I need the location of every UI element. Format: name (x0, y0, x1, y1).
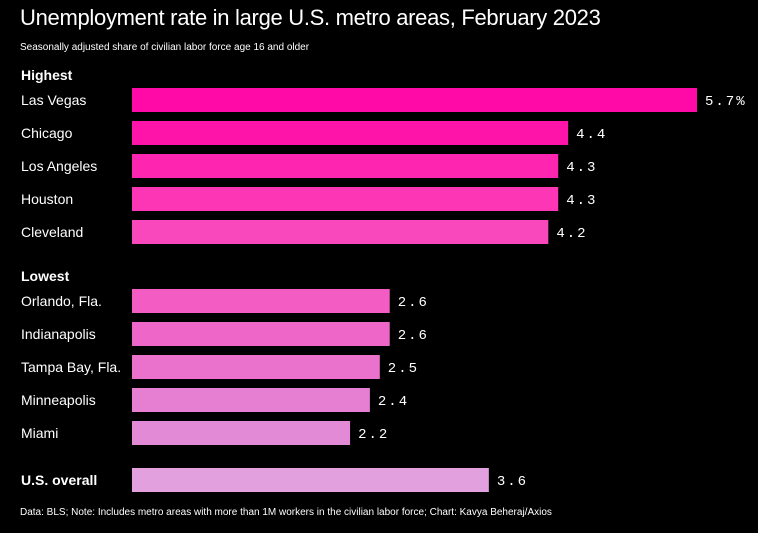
chart-title: Unemployment rate in large U.S. metro ar… (20, 5, 601, 30)
value-label-u-s-overall: 3.6 (497, 474, 528, 490)
category-label-u-s-overall: U.S. overall (21, 472, 97, 488)
category-label-tampa-bay-fla: Tampa Bay, Fla. (21, 359, 121, 375)
value-label-tampa-bay-fla: 2.5 (388, 361, 419, 377)
bar-chicago (132, 121, 569, 145)
group-label-lowest: Lowest (21, 268, 70, 284)
bar-houston (132, 187, 559, 211)
category-label-minneapolis: Minneapolis (21, 392, 96, 408)
group-label-highest: Highest (21, 67, 73, 83)
bar-u-s-overall (132, 468, 489, 492)
value-label-minneapolis: 2.4 (378, 394, 409, 410)
category-label-miami: Miami (21, 425, 58, 441)
bar-orlando-fla (132, 289, 390, 313)
bar-chart: Highest Las Vegas 5.7% Chicago 4.4 Los Angele… (21, 67, 747, 492)
category-label-las-vegas: Las Vegas (21, 92, 86, 108)
bar-los-angeles (132, 154, 559, 178)
value-label-los-angeles: 4.3 (566, 160, 597, 176)
chart-source-note: Data: BLS; Note: Includes metro areas wi… (20, 507, 552, 518)
category-label-indianapolis: Indianapolis (21, 326, 96, 342)
bar-cleveland (132, 220, 549, 244)
bar-minneapolis (132, 388, 370, 412)
value-label-cleveland: 4.2 (556, 226, 587, 242)
value-label-orlando-fla: 2.6 (398, 295, 429, 311)
bar-las-vegas (132, 88, 697, 112)
value-label-las-vegas: 5.7% (705, 94, 747, 110)
value-label-houston: 4.3 (566, 193, 597, 209)
bar-indianapolis (132, 322, 390, 346)
value-label-chicago: 4.4 (576, 127, 607, 143)
category-label-orlando-fla: Orlando, Fla. (21, 293, 102, 309)
value-label-indianapolis: 2.6 (398, 328, 429, 344)
category-label-los-angeles: Los Angeles (21, 158, 97, 174)
category-label-chicago: Chicago (21, 125, 73, 141)
bar-miami (132, 421, 351, 445)
value-label-miami: 2.2 (358, 427, 389, 443)
category-label-houston: Houston (21, 191, 73, 207)
bar-tampa-bay-fla (132, 355, 380, 379)
category-label-cleveland: Cleveland (21, 224, 83, 240)
chart-subtitle: Seasonally adjusted share of civilian la… (20, 42, 310, 53)
